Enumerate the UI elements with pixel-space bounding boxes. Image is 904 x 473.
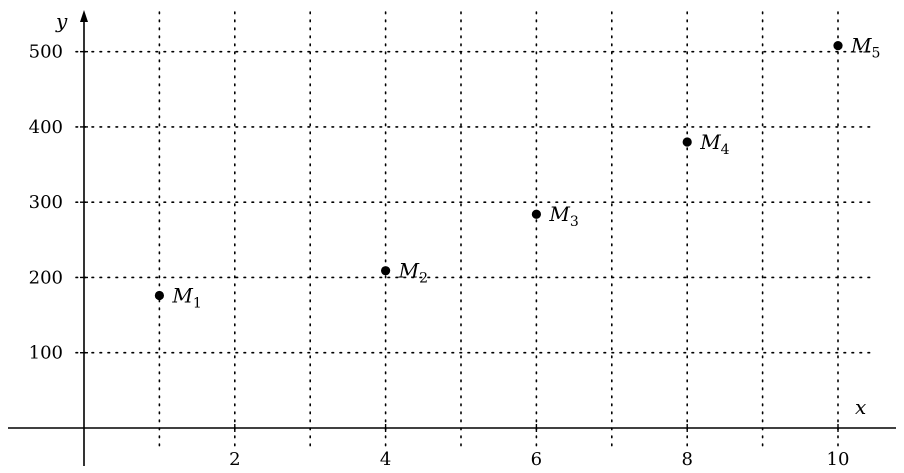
y-tick-label: 400 — [29, 117, 63, 138]
y-axis-arrow — [80, 10, 88, 22]
x-tick-label: 4 — [380, 449, 391, 468]
axes: x y — [8, 9, 896, 466]
y-axis-label: y — [55, 9, 68, 33]
y-tick-label: 100 — [29, 343, 63, 364]
data-point-label: M3 — [548, 202, 578, 230]
data-point — [682, 137, 692, 147]
grid — [75, 11, 871, 449]
data-point — [531, 209, 542, 219]
x-tick-label: 2 — [229, 449, 240, 468]
data-point-label: M2 — [398, 259, 428, 287]
data-point-label: M5 — [850, 34, 880, 62]
data-points: M1 M2 M3 M4 M5 — [154, 34, 880, 312]
tick-labels: 2 4 6 8 10 100 200 300 400 500 — [29, 42, 850, 470]
data-point — [381, 266, 391, 276]
y-tick-label: 500 — [29, 42, 63, 63]
y-tick-label: 200 — [29, 267, 63, 288]
x-tick-label: 10 — [827, 449, 850, 468]
x-axis-label: x — [855, 395, 866, 419]
data-point — [833, 41, 843, 51]
y-tick-label: 300 — [29, 192, 63, 213]
data-point-label: M1 — [171, 284, 201, 312]
x-tick-label: 6 — [531, 449, 542, 468]
data-point-label: M4 — [699, 130, 729, 158]
data-point — [154, 290, 164, 301]
x-tick-label: 8 — [681, 449, 692, 468]
